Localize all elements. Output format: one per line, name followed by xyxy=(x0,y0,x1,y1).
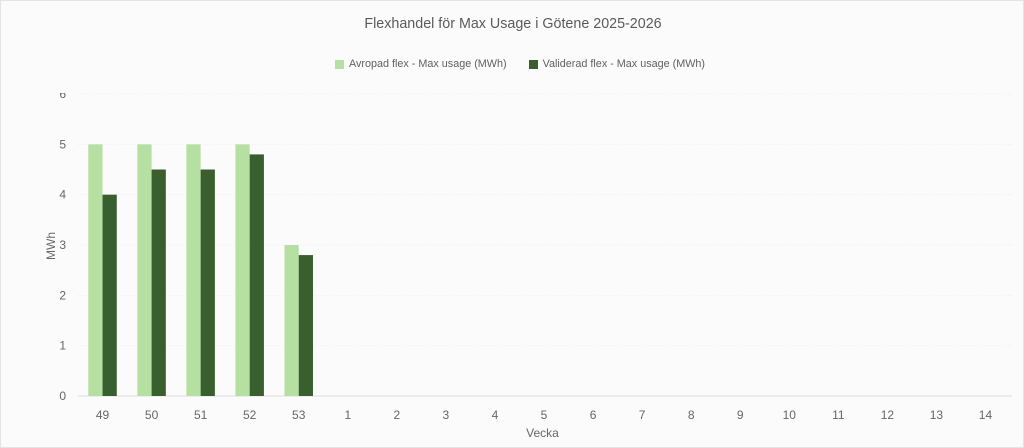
svg-text:3: 3 xyxy=(59,238,66,252)
svg-text:8: 8 xyxy=(688,408,695,421)
svg-text:52: 52 xyxy=(243,408,257,421)
svg-text:7: 7 xyxy=(639,408,646,421)
svg-text:4: 4 xyxy=(492,408,499,421)
svg-text:49: 49 xyxy=(96,408,110,421)
svg-text:2: 2 xyxy=(59,288,66,302)
svg-text:4: 4 xyxy=(59,188,66,202)
svg-text:6: 6 xyxy=(590,408,597,421)
svg-text:53: 53 xyxy=(292,408,306,421)
svg-text:14: 14 xyxy=(979,408,993,421)
svg-text:50: 50 xyxy=(145,408,159,421)
svg-text:3: 3 xyxy=(443,408,450,421)
svg-text:13: 13 xyxy=(930,408,944,421)
svg-text:11: 11 xyxy=(832,408,845,421)
svg-text:5: 5 xyxy=(59,137,66,151)
svg-text:12: 12 xyxy=(881,408,895,421)
svg-text:0: 0 xyxy=(59,389,66,403)
svg-text:1: 1 xyxy=(59,339,66,353)
svg-text:1: 1 xyxy=(344,408,351,421)
svg-text:6: 6 xyxy=(59,93,66,101)
svg-text:51: 51 xyxy=(194,408,208,421)
svg-text:5: 5 xyxy=(541,408,548,421)
svg-text:2: 2 xyxy=(393,408,400,421)
svg-text:10: 10 xyxy=(783,408,797,421)
svg-text:9: 9 xyxy=(737,408,744,421)
